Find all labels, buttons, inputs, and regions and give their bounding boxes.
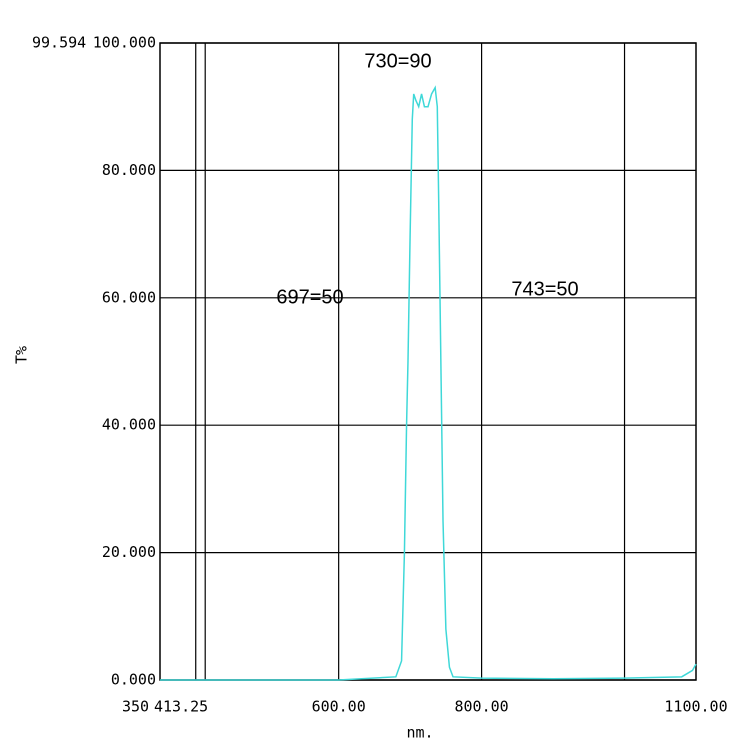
- x-tick-label: 600.00: [312, 698, 366, 716]
- y-tick-label: 100.000: [93, 34, 156, 52]
- y-tick-label: 40.000: [102, 416, 156, 434]
- annotation: 743=50: [511, 278, 578, 300]
- x-tick-label: 800.00: [455, 698, 509, 716]
- x-axis-label: nm.: [406, 724, 433, 742]
- annotation: 697=50: [276, 286, 343, 308]
- y-tick-label: 0.000: [111, 671, 156, 689]
- y-max-label: 99.594: [32, 34, 86, 52]
- y-axis-label: T%: [13, 346, 31, 364]
- x-tick-label: 350: [122, 698, 149, 716]
- line-series: [160, 85, 697, 681]
- x-tick-label: 1100.00: [664, 698, 727, 716]
- y-tick-label: 20.000: [102, 543, 156, 561]
- y-tick-label: 80.000: [102, 161, 156, 179]
- annotation: 730=90: [364, 50, 431, 72]
- plot-frame: [159, 42, 697, 681]
- y-tick-label: 60.000: [102, 288, 156, 306]
- x-tick-label: 413.25: [154, 698, 208, 716]
